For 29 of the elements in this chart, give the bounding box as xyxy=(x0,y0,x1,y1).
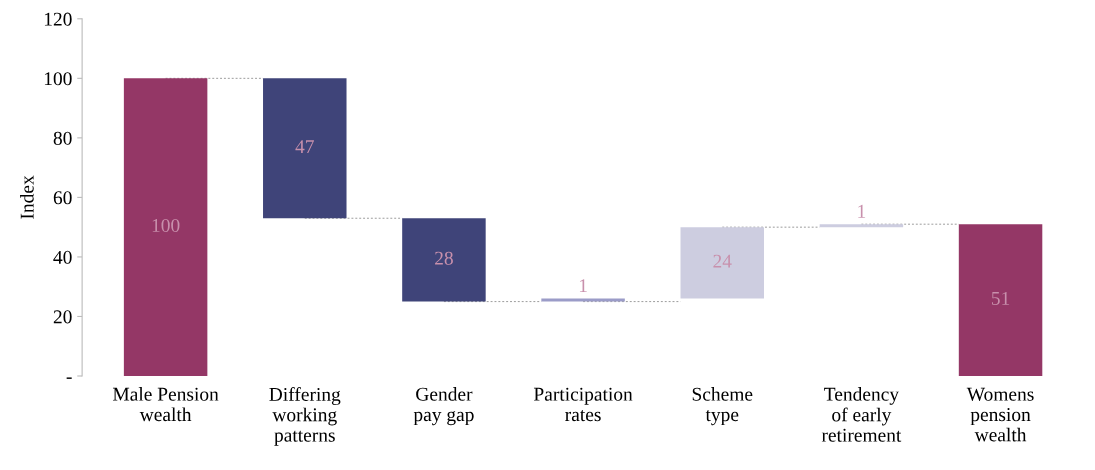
bar xyxy=(263,78,347,219)
y-tick-label: 120 xyxy=(44,12,72,26)
data-label: 1 xyxy=(858,204,866,218)
bar xyxy=(680,227,764,299)
bar xyxy=(541,298,625,302)
bar xyxy=(819,224,904,228)
data-label: 51 xyxy=(991,291,1010,305)
x-tick-label: Participation rates xyxy=(533,387,633,422)
y-tick-label: 80 xyxy=(53,131,72,145)
x-tick-label: Scheme type xyxy=(692,387,753,426)
x-tick-label: Womens pension wealth xyxy=(966,387,1034,442)
data-label: 1 xyxy=(579,279,587,293)
x-tick-label: Tendency of early retirement xyxy=(821,387,902,442)
bar xyxy=(958,224,1043,376)
y-tick-label: - xyxy=(66,377,72,379)
y-tick-label: 40 xyxy=(53,250,72,264)
data-label: 47 xyxy=(295,140,314,153)
x-tick-label: Male Pension wealth xyxy=(112,387,219,422)
bar xyxy=(402,218,486,302)
y-axis-title: Index xyxy=(20,175,34,219)
data-label: 24 xyxy=(713,254,732,268)
y-tick-label: 100 xyxy=(44,72,72,86)
data-label: 28 xyxy=(435,251,453,265)
data-label: 100 xyxy=(152,218,180,233)
y-tick-label: 60 xyxy=(53,191,72,205)
y-tick-label: 20 xyxy=(53,310,72,324)
x-tick-label: Gender pay gap xyxy=(413,387,474,426)
bar xyxy=(123,78,208,376)
x-tick-label: Differing working patterns xyxy=(269,387,341,446)
